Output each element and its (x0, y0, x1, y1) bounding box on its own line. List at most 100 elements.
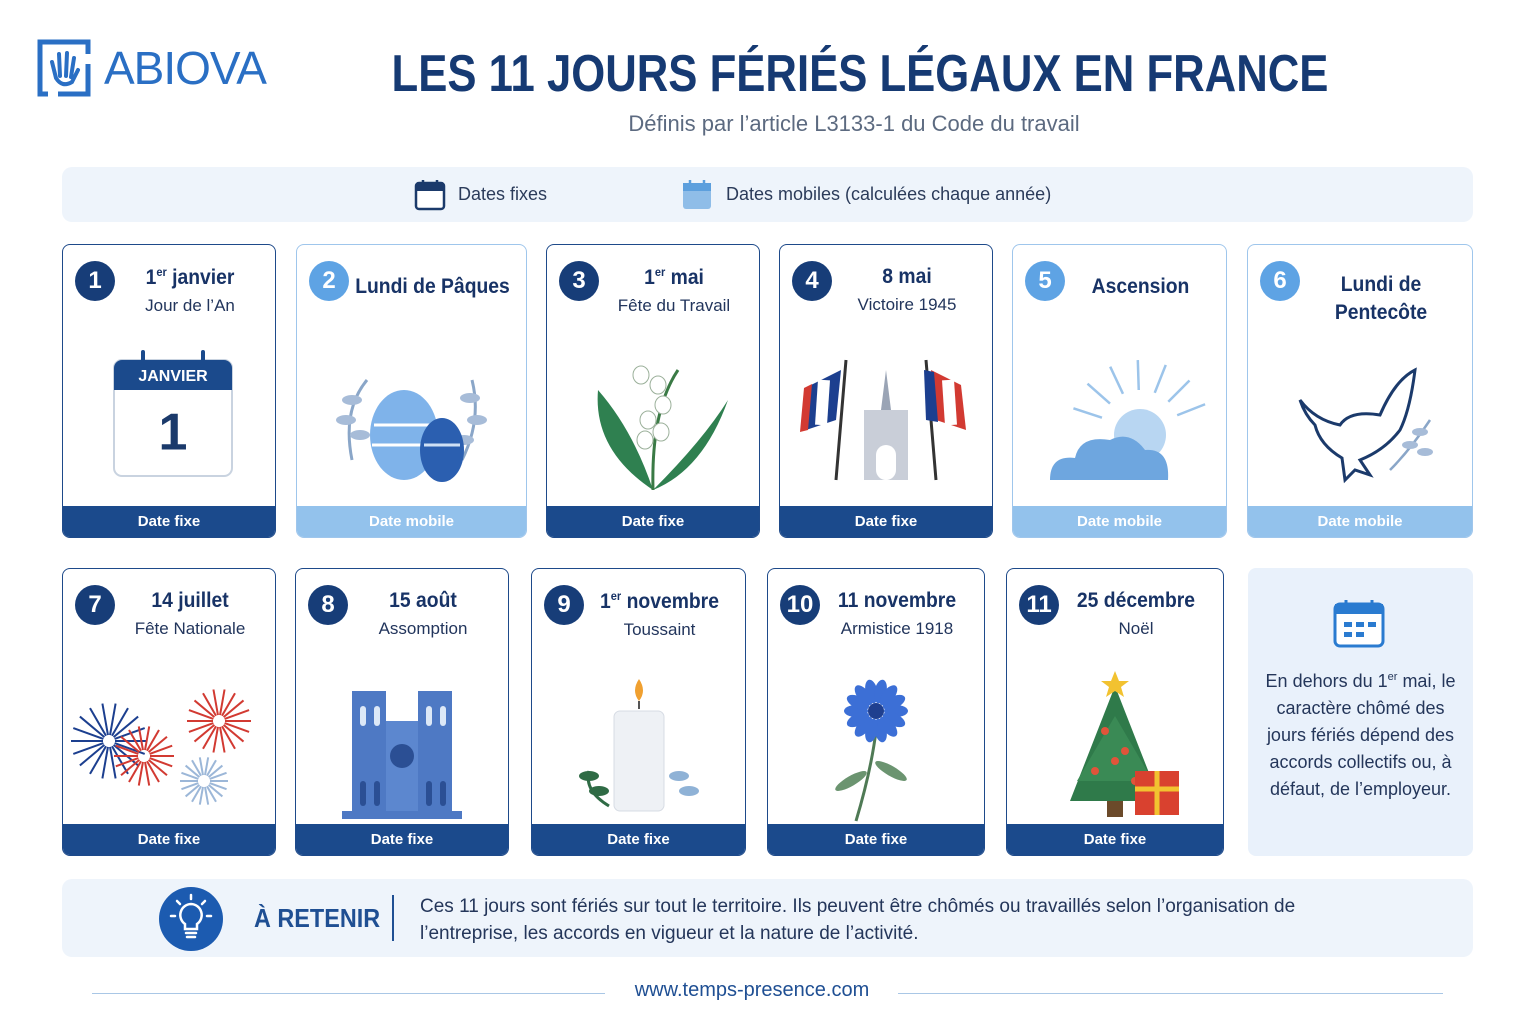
note-superscript: er (1387, 671, 1398, 683)
illustration-shape (79, 715, 106, 738)
illustration (342, 691, 462, 819)
illustration-shape (202, 692, 217, 717)
illustration-shape (651, 369, 680, 491)
logo-frame (37, 39, 91, 97)
illustration-shape (846, 712, 870, 728)
illustration-shape (72, 727, 104, 740)
illustration-shape (128, 760, 142, 783)
illustration-shape (879, 685, 898, 706)
card-date-text: 15 août (389, 589, 457, 612)
illustration-shape (89, 707, 107, 737)
logo-hand (50, 51, 80, 87)
illustration-shape (219, 689, 226, 716)
illustration-shape (206, 759, 217, 777)
illustration-shape (207, 784, 224, 798)
illustration (1049, 359, 1206, 480)
illustration-shape (634, 679, 643, 701)
illustration-shape (876, 445, 896, 480)
illustration (71, 689, 251, 805)
footer-rule (898, 993, 1443, 994)
card-number: 5 (1025, 261, 1065, 301)
card-date: 1er mai (601, 265, 746, 290)
holiday-card: 8 15 août Assomption Date fixe (295, 568, 509, 856)
card-number: 11 (1019, 585, 1059, 625)
illustration-shape (209, 771, 227, 780)
illustration-shape (854, 685, 873, 706)
card-footer: Date fixe (296, 824, 508, 855)
illustration-shape (128, 729, 142, 752)
illustration-shape (204, 757, 210, 776)
card-date: 15 août (350, 589, 495, 613)
illustration-shape (224, 722, 250, 733)
illustration-shape (149, 744, 173, 755)
card-title: Ascension (1091, 275, 1190, 298)
illustration-shape (426, 706, 432, 726)
card-date-text: novembre (626, 590, 719, 613)
card-date: 14 juillet (117, 589, 262, 613)
illustration-shape (193, 699, 216, 718)
illustration-shape (854, 730, 878, 822)
card-number: 9 (544, 585, 584, 625)
illustration-shape (390, 744, 414, 768)
illustration-shape (109, 703, 117, 736)
card-footer: Date fixe (1007, 824, 1223, 855)
illustration-shape (419, 418, 464, 482)
card-number: 1 (75, 261, 115, 301)
card-name: Noël (1118, 619, 1154, 638)
illustration-shape (115, 744, 139, 755)
card-name: Victoire 1945 (857, 295, 957, 314)
illustration-shape (360, 706, 366, 726)
illustration-shape (101, 746, 109, 779)
illustration-shape (882, 712, 906, 728)
illustration-shape (1402, 441, 1418, 449)
card-number: 8 (308, 585, 348, 625)
illustration-shape (147, 759, 168, 777)
card-footer: Date mobile (1248, 506, 1472, 537)
illustration-shape (418, 691, 452, 816)
illustration-shape (109, 746, 117, 779)
illustration-shape (942, 379, 957, 426)
card-heading: 1er janvier Jour de l’An (111, 265, 269, 316)
illustration-shape (868, 703, 884, 719)
illustration-shape (79, 744, 106, 767)
illustration-shape (198, 757, 204, 776)
illustration-shape (101, 703, 109, 736)
card-date-text: 25 décembre (1076, 589, 1196, 612)
card-date: 8 mai (834, 265, 979, 289)
card-date-superscript: er (654, 265, 666, 279)
illustration-shape (881, 370, 891, 410)
illustration-shape (1111, 757, 1119, 765)
illustration-shape (1176, 403, 1206, 417)
illustration-shape (1153, 364, 1167, 394)
illustration-shape (120, 735, 141, 753)
card-date-superscript: er (610, 589, 622, 603)
card-heading: Lundi de Pentecôte (1296, 271, 1466, 327)
illustration-shape (466, 415, 487, 425)
note-card: En dehors du 1er mai, le caractère chômé… (1248, 568, 1473, 856)
illustration-shape (1049, 436, 1168, 480)
subtitle: Définis par l’article L3133-1 du Code du… (628, 111, 1080, 136)
illustration-shape (114, 742, 146, 755)
card-number: 3 (559, 261, 599, 301)
holiday-card: 3 1er mai Fête du Travail Date fixe (546, 244, 760, 538)
illustration-shape (882, 694, 906, 710)
illustration-shape (1412, 428, 1428, 436)
illustration-shape (440, 706, 446, 726)
illustration-shape (149, 757, 173, 768)
illustration-shape (191, 759, 202, 777)
illustration-shape (191, 785, 202, 803)
illustration-shape (654, 395, 672, 415)
card-date: 11 novembre (822, 589, 971, 613)
illustration-shape (352, 691, 386, 816)
illustration-shape (222, 724, 245, 743)
illustration-shape (111, 707, 129, 737)
illustration-shape (875, 761, 907, 781)
card-name: Jour de l’An (145, 296, 235, 315)
illustration-shape (188, 709, 214, 720)
illustration-shape (198, 786, 204, 805)
illustration (597, 365, 728, 491)
card-name: Fête Nationale (134, 619, 246, 638)
illustration (1070, 671, 1179, 817)
holiday-card: 10 11 novembre Armistice 1918 Date fixe (767, 568, 985, 856)
card-heading: Lundi de Pâques (345, 273, 520, 301)
